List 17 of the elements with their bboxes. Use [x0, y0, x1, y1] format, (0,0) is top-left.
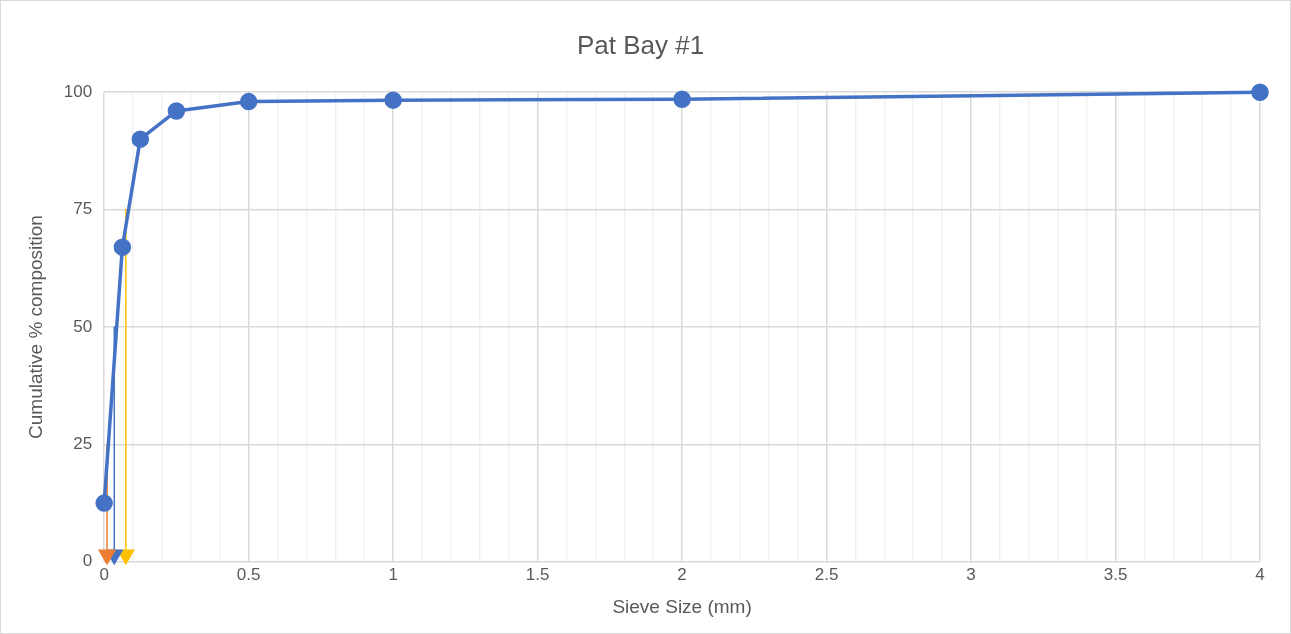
x-tick-label: 0.5 — [236, 564, 261, 584]
x-tick-label: 2.5 — [814, 564, 839, 584]
x-tick-label: 1 — [388, 564, 398, 584]
x-axis-title: Sieve Size (mm) — [612, 595, 752, 617]
y-axis-title: Cumulative % composition — [24, 215, 46, 439]
y-tick-label: 75 — [73, 199, 93, 219]
x-tick-label: 4 — [1255, 564, 1265, 584]
y-tick-label: 50 — [73, 316, 93, 336]
chart-title: Pat Bay #1 — [576, 29, 705, 60]
y-tick-label: 0 — [82, 551, 93, 571]
y-tick-label: 100 — [63, 81, 93, 101]
y-tick-label: 25 — [73, 434, 93, 454]
x-tick-label: 2 — [677, 564, 687, 584]
x-tick-label: 0 — [99, 564, 109, 584]
x-tick-label: 1.5 — [525, 564, 550, 584]
x-tick-label: 3.5 — [1103, 564, 1128, 584]
x-tick-label: 3 — [966, 564, 976, 584]
